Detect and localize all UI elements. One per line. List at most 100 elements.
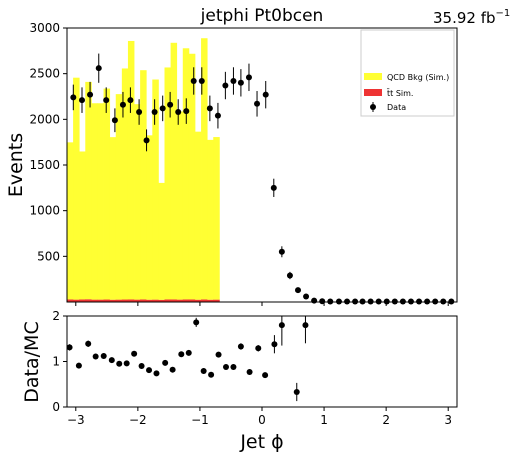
data-point (199, 78, 205, 84)
qcd-bar (177, 111, 183, 299)
qcd-bar (116, 94, 122, 300)
legend-qcd-swatch (364, 73, 382, 80)
ratio-y-ticks: 0 1 2 (52, 309, 67, 414)
ratio-point (201, 368, 207, 374)
qcd-bar (79, 151, 85, 299)
ratio-point (247, 369, 253, 375)
x-tick-label: 2 (382, 413, 390, 427)
ratio-y-tick-label: 0 (52, 400, 60, 414)
ratio-point (193, 319, 199, 325)
data-point (96, 65, 102, 71)
ratio-point (186, 350, 192, 356)
qcd-bar (85, 82, 91, 299)
ratio-point (162, 360, 168, 366)
qcd-bar (140, 70, 146, 299)
ratio-point (255, 345, 261, 351)
ratio-y-axis-label: Data/MC (21, 321, 43, 402)
legend-data-marker (370, 104, 376, 110)
qcd-bar (158, 183, 164, 300)
chart-title: jetphi Pt0bcen (200, 6, 324, 26)
data-point (167, 102, 173, 108)
ratio-point (294, 389, 300, 395)
data-point (87, 92, 93, 98)
luminosity-label: 35.92 fb−1 (433, 8, 510, 27)
data-point (127, 97, 133, 103)
ratio-point (216, 352, 222, 358)
qcd-bar (128, 41, 134, 299)
ratio-point (131, 351, 137, 357)
main-y-tick-label: 1500 (29, 158, 60, 172)
data-point (303, 294, 309, 300)
qcd-bar (207, 140, 213, 300)
x-tick-label: −3 (67, 413, 85, 427)
ratio-point (153, 370, 159, 376)
ratio-point (178, 351, 184, 357)
qcd-bar (213, 137, 219, 300)
data-point (136, 109, 142, 115)
qcd-bar (171, 43, 177, 300)
data-point (120, 102, 126, 108)
data-point (263, 92, 269, 98)
qcd-bar (104, 89, 110, 300)
main-y-tick-label: 1000 (29, 204, 60, 218)
main-bars (67, 38, 220, 302)
ratio-y-tick-label: 1 (52, 355, 60, 369)
ratio-point (101, 353, 107, 359)
ratio-x-ticks: −3 −2 −1 0 1 2 3 (67, 407, 452, 427)
legend-data-label: Data (387, 103, 406, 112)
main-y-tick-label: 3000 (29, 21, 60, 35)
main-y-ticks: 500 1000 1500 2000 2500 3000 (29, 21, 67, 263)
qcd-bar (134, 104, 140, 299)
data-point (183, 108, 189, 114)
ratio-point (139, 363, 145, 369)
legend-ttbar-label: t̄t Sim. (386, 88, 413, 98)
ratio-point (109, 357, 115, 363)
data-point (254, 101, 260, 107)
data-point (144, 137, 150, 143)
ratio-point (85, 341, 91, 347)
ratio-panel: 012 −3 −2 −1 0 1 2 3 Data/MC Jet ϕ (21, 309, 457, 453)
qcd-bar (97, 103, 103, 299)
qcd-bar (189, 54, 195, 300)
luminosity-exponent: −1 (496, 8, 511, 19)
ratio-point (302, 322, 308, 328)
ratio-point (271, 341, 277, 347)
ratio-point (124, 360, 130, 366)
main-y-tick-label: 2500 (29, 67, 60, 81)
qcd-bar (183, 48, 189, 299)
ratio-point (146, 367, 152, 373)
data-point (79, 97, 85, 103)
data-point (222, 83, 228, 89)
data-point (112, 117, 118, 123)
ratio-point (116, 361, 122, 367)
data-point (103, 97, 109, 103)
ratio-points (67, 316, 309, 401)
x-tick-label: −2 (129, 413, 147, 427)
legend-ttbar-swatch (364, 89, 382, 96)
main-y-axis-label: Events (5, 133, 27, 197)
ratio-point (223, 364, 229, 370)
ratio-point (262, 372, 268, 378)
main-y-tick-label: 500 (37, 249, 60, 263)
data-point (175, 109, 181, 115)
ratio-point (279, 322, 285, 328)
ratio-point (208, 372, 214, 378)
ratio-y-tick-label: 2 (52, 309, 60, 323)
data-point (287, 273, 293, 279)
ratio-point (93, 353, 99, 359)
data-point (207, 105, 213, 111)
data-point (215, 113, 221, 119)
ratio-point (76, 363, 82, 369)
main-y-tick-label: 2000 (29, 112, 60, 126)
x-tick-label: 3 (444, 413, 452, 427)
qcd-bar (110, 137, 116, 300)
qcd-bar (195, 132, 201, 300)
luminosity-value: 35.92 fb (433, 9, 496, 27)
data-point (295, 287, 301, 293)
data-point (311, 298, 317, 304)
data-point (246, 74, 252, 80)
ratio-point (170, 367, 176, 373)
data-point (160, 105, 166, 111)
data-point (238, 80, 244, 86)
